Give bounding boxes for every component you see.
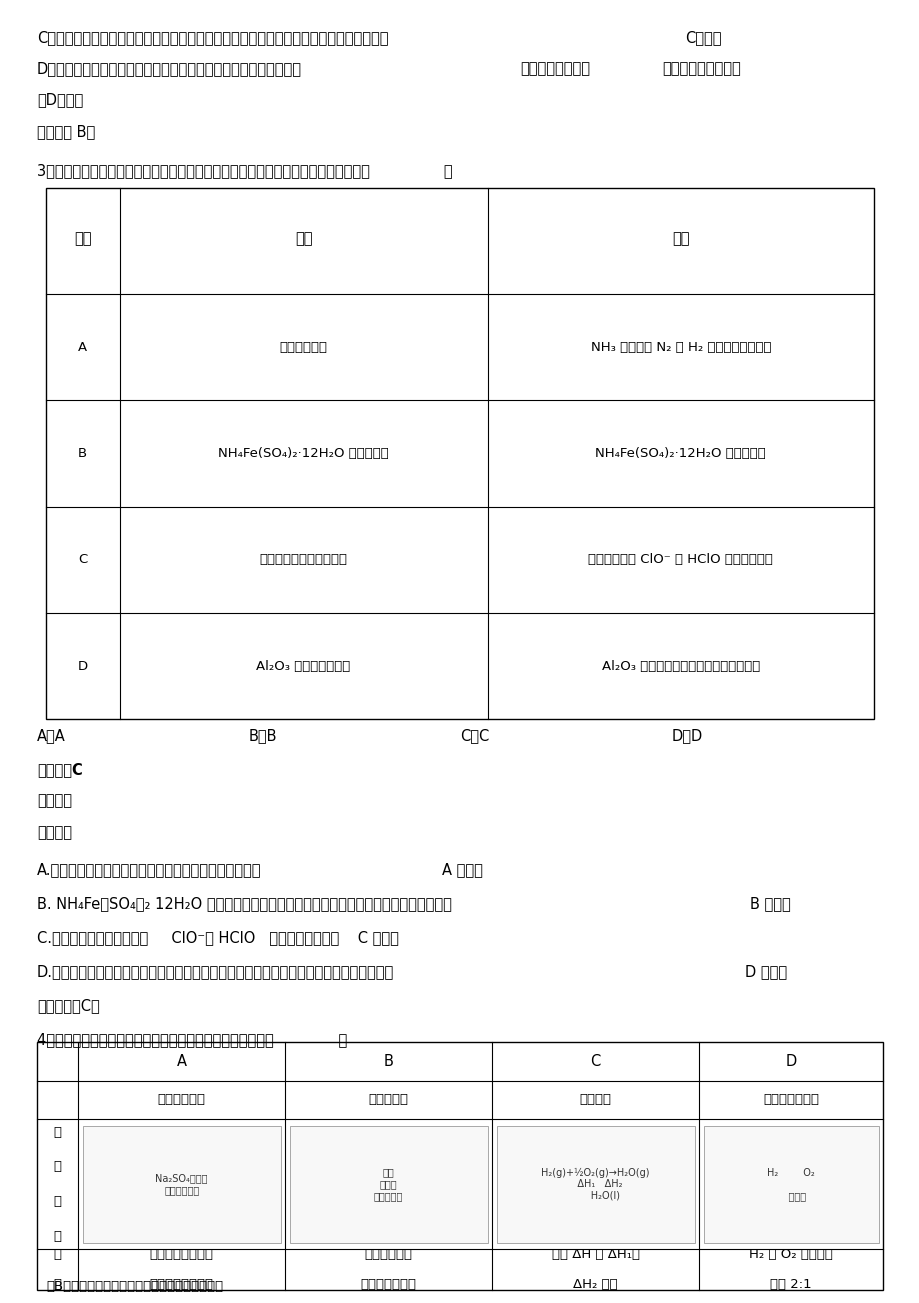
Text: Al₂O₃ 常作耐高温材料: Al₂O₃ 常作耐高温材料 [256, 659, 350, 672]
Text: A: A [78, 340, 87, 353]
Bar [496, 1126, 694, 1243]
Text: （B中试剂为浓盐酸、碳酸钠溶液、硅酸钠溶液）: （B中试剂为浓盐酸、碳酸钠溶液、硅酸钠溶液） [46, 1280, 223, 1293]
Text: NH₃ 分解生成 N₂ 和 H₂ 的反应是吸热反应: NH₃ 分解生成 N₂ 和 H₂ 的反应是吸热反应 [590, 340, 770, 353]
Text: A.液氨作制冷剂原理是液氨汽化大量吸热，而非分解，故: A.液氨作制冷剂原理是液氨汽化大量吸热，而非分解，故 [37, 863, 261, 878]
Text: 盖斯定律: 盖斯定律 [579, 1093, 611, 1106]
Text: 阿伏加德罗定律: 阿伏加德罗定律 [763, 1093, 818, 1106]
Text: 测得 ΔH 为 ΔH₁、

ΔH₂ 的和: 测得 ΔH 为 ΔH₁、 ΔH₂ 的和 [551, 1248, 639, 1291]
Text: D: D [77, 659, 88, 672]
Text: 烧瓶中冒气泡

试管中出现浑浊: 烧瓶中冒气泡 试管中出现浑浊 [360, 1248, 416, 1291]
Text: D: D [785, 1054, 796, 1068]
Text: 与盐类水解有关，: 与盐类水解有关， [519, 61, 589, 77]
Text: 【解析】: 【解析】 [37, 794, 72, 809]
Text: 实: 实 [53, 1126, 62, 1139]
Text: Na₂SO₄溶液装
置实验示意图: Na₂SO₄溶液装 置实验示意图 [155, 1173, 208, 1195]
Text: 漂粉精可以作环境消毒剂: 漂粉精可以作环境消毒剂 [259, 554, 347, 567]
Text: 案: 案 [53, 1230, 62, 1243]
Text: Al₂O₃ 既能与强酸反应，又能与强碱反应: Al₂O₃ 既能与强酸反应，又能与强碱反应 [601, 659, 759, 672]
Text: H₂(g)+½O₂(g)→H₂O(g)
   ΔH₁   ΔH₂
      H₂O(l): H₂(g)+½O₂(g)→H₂O(g) ΔH₁ ΔH₂ H₂O(l) [541, 1167, 649, 1201]
Text: 故答案选：C。: 故答案选：C。 [37, 998, 99, 1014]
Text: D．D: D．D [671, 728, 702, 744]
Text: A: A [176, 1054, 187, 1068]
Text: B 错误；: B 错误； [749, 896, 789, 912]
Bar [83, 1126, 280, 1243]
Text: 液氨作制冷剂: 液氨作制冷剂 [279, 340, 327, 353]
Text: C: C [590, 1054, 600, 1068]
Text: C错误；: C错误； [685, 30, 721, 46]
Text: C．甘油作护肤保湿剂，是利用甘油的吸水性，没有元素的化合价变化，与氧化性无关，故: C．甘油作护肤保湿剂，是利用甘油的吸水性，没有元素的化合价变化，与氧化性无关，故 [37, 30, 388, 46]
Text: D 错误；: D 错误； [744, 964, 787, 980]
Text: 验: 验 [53, 1160, 62, 1173]
Text: 【答案】C: 【答案】C [37, 762, 83, 778]
Text: H₂        O₂

    电解水: H₂ O₂ 电解水 [766, 1167, 814, 1201]
Text: 与物质氧化性无关，: 与物质氧化性无关， [662, 61, 741, 77]
Text: 性质: 性质 [671, 231, 689, 246]
Text: 选项: 选项 [74, 231, 92, 246]
Text: NH₄Fe(SO₄)₂·12H₂O 具有氧化性: NH₄Fe(SO₄)₂·12H₂O 具有氧化性 [595, 447, 766, 460]
Bar [289, 1126, 487, 1243]
Text: 元素周期律: 元素周期律 [369, 1093, 408, 1106]
Text: B: B [78, 447, 87, 460]
Bar [46, 188, 873, 719]
Bar [703, 1126, 878, 1243]
Text: 烧瓶
碳酸钠
硅酸钠溶液: 烧瓶 碳酸钠 硅酸钠溶液 [374, 1167, 403, 1201]
Text: 故答案为 B。: 故答案为 B。 [37, 124, 95, 139]
Text: C．C: C．C [460, 728, 489, 744]
Text: A 错误；: A 错误； [441, 863, 482, 878]
Text: H₂ 与 O₂ 的体积比

约为 2:1: H₂ 与 O₂ 的体积比 约为 2:1 [748, 1248, 833, 1291]
Text: B. NH₄Fe（SO₄）₂ 12H₂O 作净水剂原理是铁离子水解生成氢氧化铁胶体，而非氧化性，故: B. NH₄Fe（SO₄）₂ 12H₂O 作净水剂原理是铁离子水解生成氢氧化铁胶… [37, 896, 451, 912]
Text: 3．化学与生产、生活密切相关。下列有关物质的用途、性质都正确且有相关性的是（                ）: 3．化学与生产、生活密切相关。下列有关物质的用途、性质都正确且有相关性的是（ ） [37, 163, 452, 179]
Text: 漂粉精溶液中 ClO⁻ 和 HClO 都有强氧化性: 漂粉精溶液中 ClO⁻ 和 HClO 都有强氧化性 [588, 554, 772, 567]
Text: NH₄Fe(SO₄)₂·12H₂O 常作净水剂: NH₄Fe(SO₄)₂·12H₂O 常作净水剂 [218, 447, 389, 460]
Text: C: C [78, 554, 87, 567]
Text: 左球气体颜色加深

右球气体颜色变浅: 左球气体颜色加深 右球气体颜色变浅 [150, 1248, 213, 1291]
Bar [37, 1042, 882, 1290]
Text: C.飘粉精作为消毒剂是因为     ClO⁻和 HClO   都有强氧化性，故    C 正确；: C.飘粉精作为消毒剂是因为 ClO⁻和 HClO 都有强氧化性，故 C 正确； [37, 930, 398, 946]
Text: 用途: 用途 [294, 231, 312, 246]
Text: 方: 方 [53, 1195, 62, 1208]
Text: B: B [383, 1054, 393, 1068]
Text: 结

果: 结 果 [53, 1248, 62, 1291]
Text: 4．下列实验结果不能作为相应定律或原理的证据之一的是（              ）: 4．下列实验结果不能作为相应定律或原理的证据之一的是（ ） [37, 1032, 346, 1048]
Text: 【详解】: 【详解】 [37, 825, 72, 840]
Text: B．B: B．B [248, 728, 277, 744]
Text: D.氧化铝作为耐高温材料是因为氧化铝的熔点高，而非既能与强酸反应又能与强碱反应，故: D.氧化铝作为耐高温材料是因为氧化铝的熔点高，而非既能与强酸反应又能与强碱反应，… [37, 964, 393, 980]
Text: 故D错误；: 故D错误； [37, 93, 83, 108]
Text: A．A: A．A [37, 728, 65, 744]
Text: 勒夏特列原理: 勒夏特列原理 [157, 1093, 206, 1106]
Text: D．明矾中铝离子水解生成氢氧化铝胶体而吸附水中悬浮物来净水，: D．明矾中铝离子水解生成氢氧化铝胶体而吸附水中悬浮物来净水， [37, 61, 301, 77]
